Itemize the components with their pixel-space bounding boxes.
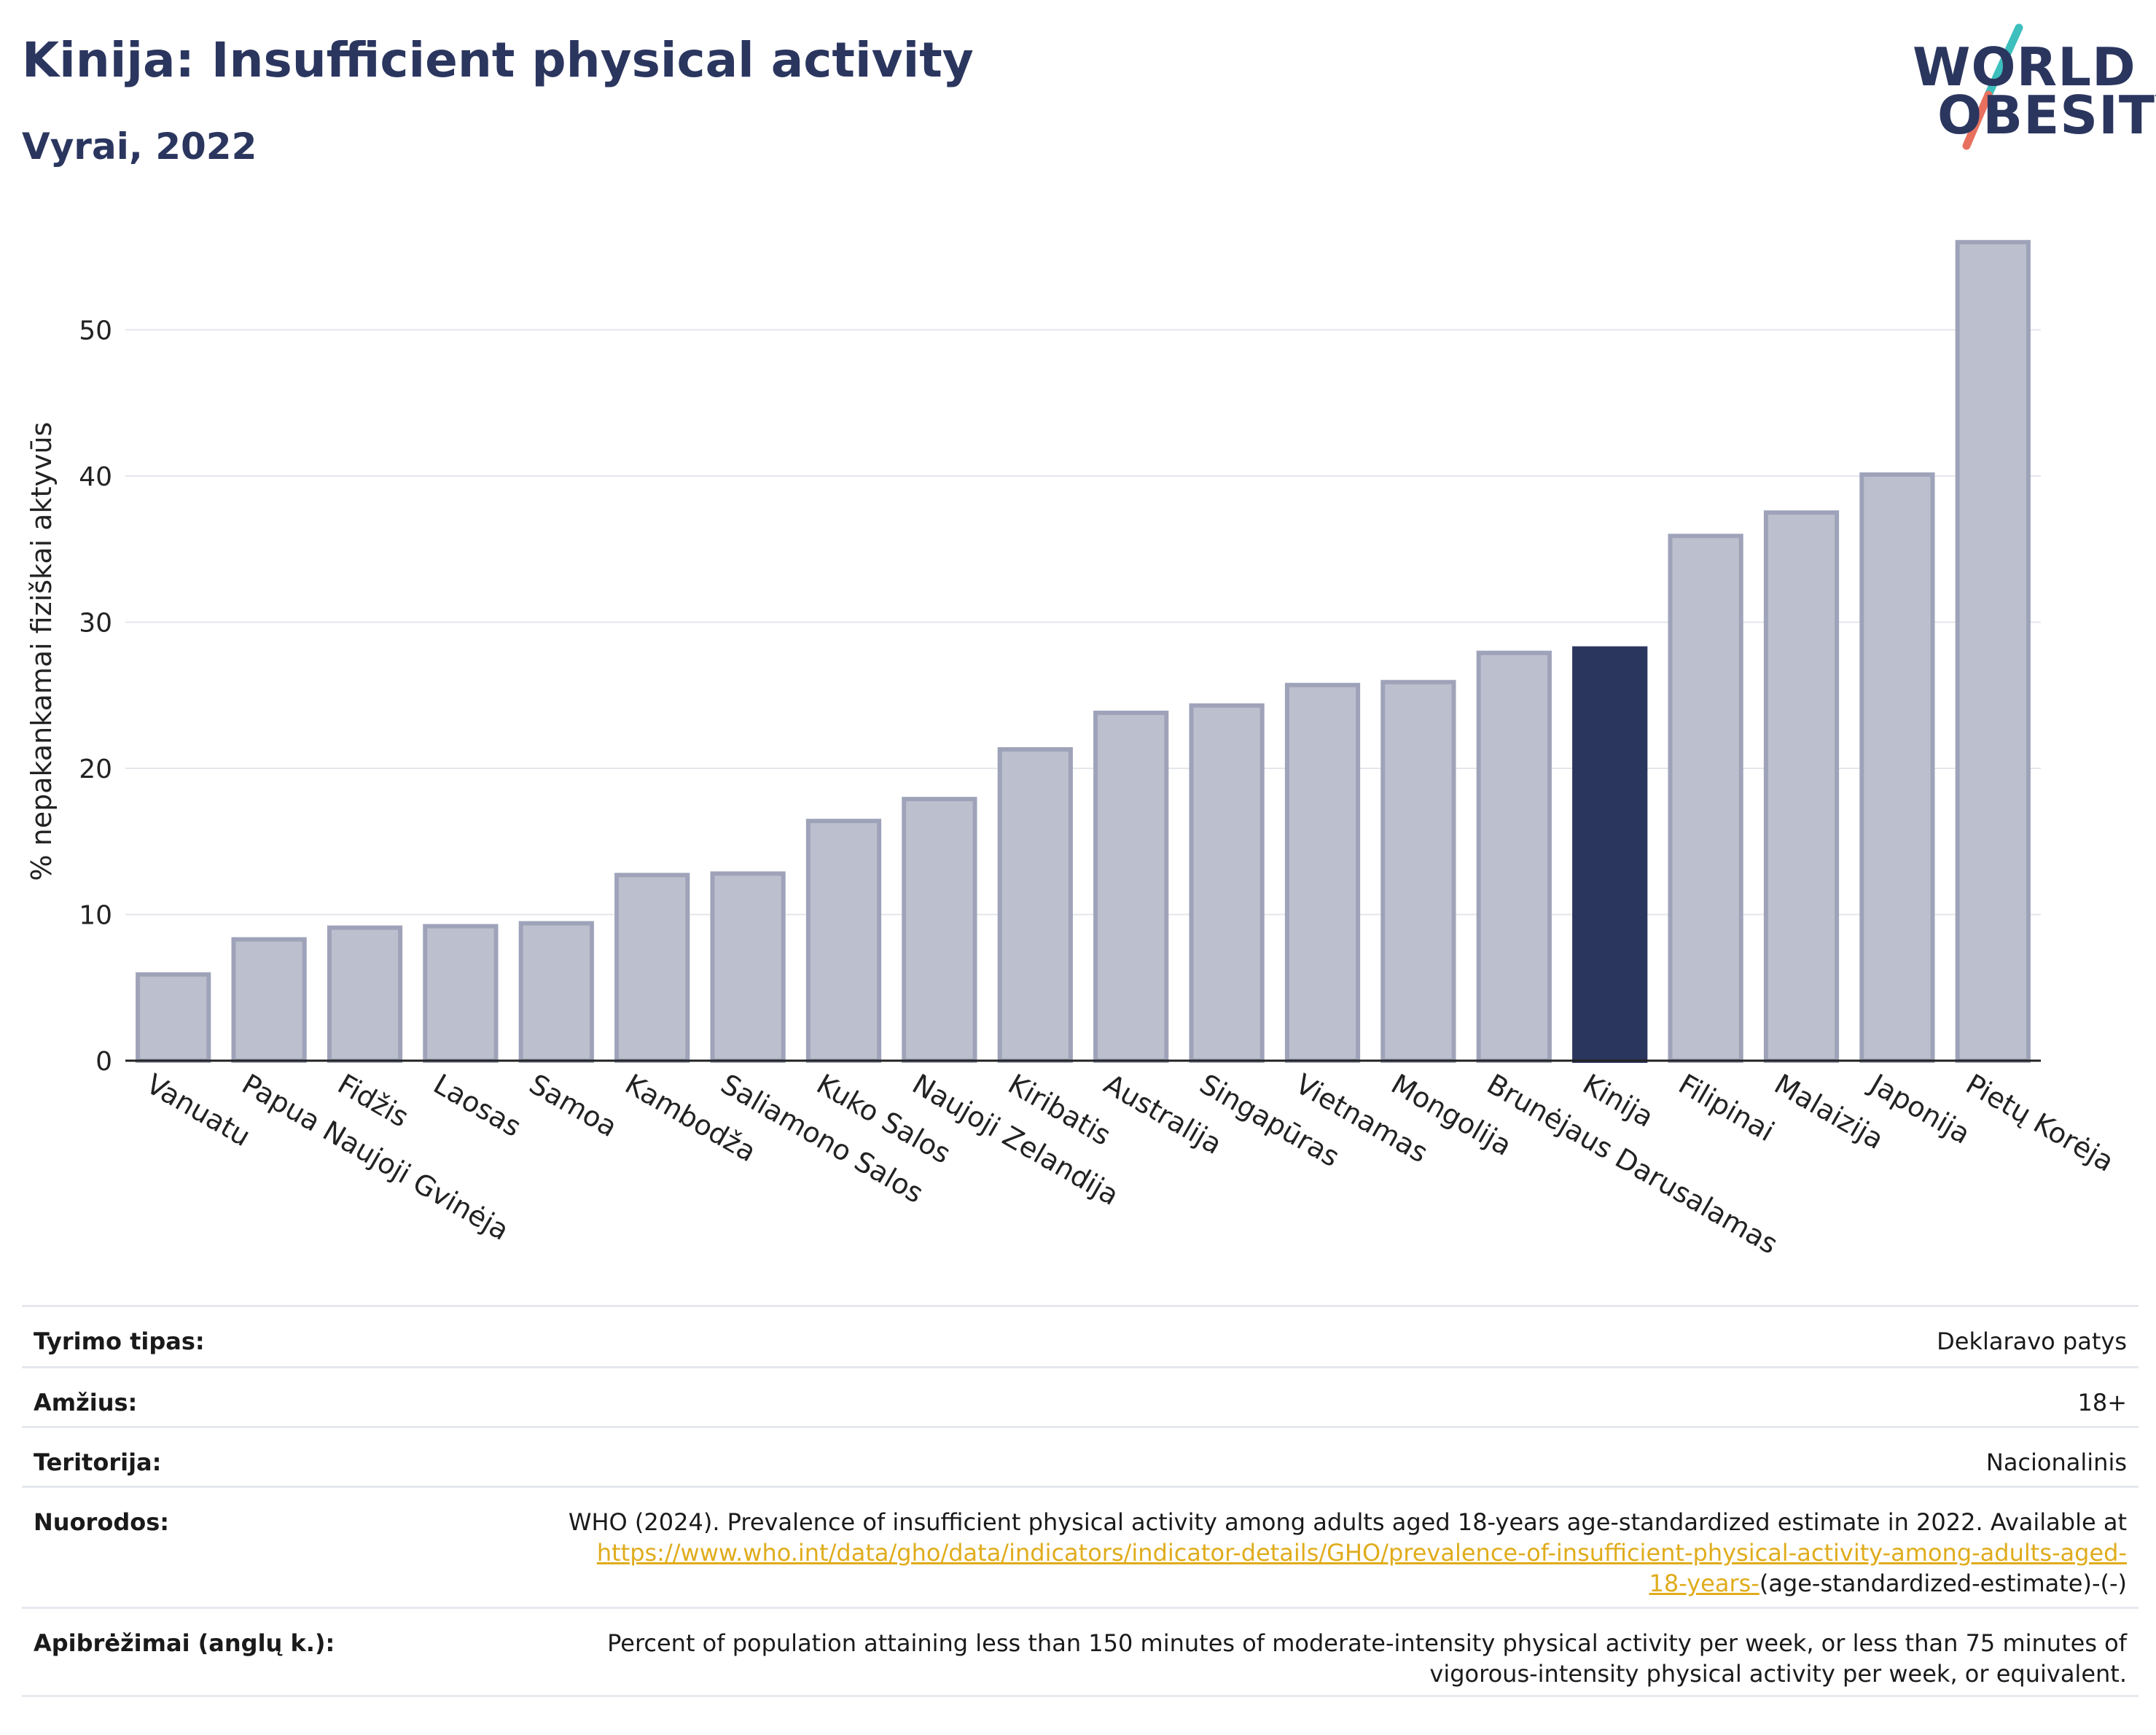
- x-tick-label: Laosas: [428, 1068, 526, 1143]
- bar-chart: 0 10 20 30 40 50 % nepakankamai fiziškai aktyv…: [26, 240, 2120, 1260]
- world-obesity-logo: WORLD OBESITY: [1902, 22, 2156, 153]
- metadata-table: Tyrimo tipas: Deklaravo patys Amžius: 18…: [22, 1305, 2139, 1697]
- meta-key: Teritorija:: [34, 1449, 162, 1476]
- bar-kambodža: [614, 873, 690, 1063]
- y-tick-label: 40: [79, 462, 112, 492]
- bar-saliamono-salos: [710, 871, 786, 1063]
- y-tick-label: 10: [79, 901, 112, 931]
- bar-brunėjaus-darusalamas: [1476, 650, 1552, 1063]
- meta-value: WHO (2024). Prevalence of insufficient p…: [567, 1507, 2127, 1607]
- logo-text-obesity: OBESITY: [1937, 85, 2156, 146]
- meta-row-definitions: Apibrėžimai (anglų k.): Percent of popul…: [22, 1607, 2139, 1697]
- meta-row-age: Amžius: 18+: [22, 1366, 2139, 1426]
- meta-value: Percent of population attaining less tha…: [607, 1629, 2127, 1688]
- y-tick-label: 30: [79, 609, 112, 639]
- chart-title: Kinija: Insufficient physical activity: [22, 32, 974, 88]
- x-tick-label: Vanuatu: [141, 1068, 256, 1153]
- bar-kinija: [1572, 646, 1648, 1063]
- bar-filipinai: [1668, 534, 1743, 1063]
- x-tick-label: Samoa: [524, 1068, 622, 1144]
- reference-tail: (age-standardized-estimate)-(-): [1759, 1570, 2127, 1598]
- bar-kuko-salos: [805, 819, 882, 1063]
- y-tick-label: 20: [79, 755, 112, 784]
- x-tick-label: Pietų Korėja: [1961, 1068, 2120, 1178]
- bar-vietnamas: [1284, 682, 1361, 1063]
- bar-malaizija: [1763, 510, 1840, 1063]
- meta-key: Tyrimo tipas:: [34, 1327, 205, 1355]
- meta-row-survey-type: Tyrimo tipas: Deklaravo patys: [22, 1305, 2139, 1366]
- y-tick-label: 50: [79, 316, 112, 346]
- meta-value: 18+: [2077, 1389, 2127, 1416]
- meta-key: Apibrėžimai (anglų k.):: [34, 1629, 335, 1657]
- meta-row-territory: Teritorija: Nacionalinis: [22, 1426, 2139, 1486]
- bar-fidžis: [327, 925, 403, 1063]
- meta-value: Nacionalinis: [1985, 1449, 2127, 1476]
- reference-text: WHO (2024). Prevalence of insufficient p…: [568, 1508, 2127, 1536]
- x-tick-label: Filipinai: [1673, 1068, 1780, 1148]
- y-tick-label: 0: [95, 1047, 112, 1077]
- meta-key: Amžius:: [34, 1389, 138, 1416]
- logo-slash-icon: [1962, 23, 2023, 150]
- y-axis-label: % nepakankamai fiziškai aktyvūs: [26, 422, 58, 881]
- bar-pietų-korėja: [1955, 240, 2031, 1064]
- chart-subtitle: Vyrai, 2022: [22, 125, 257, 168]
- bar-mongolija: [1380, 679, 1456, 1063]
- bar-vanuatu: [136, 972, 211, 1063]
- meta-value: Deklaravo patys: [1937, 1327, 2127, 1355]
- bar-japonija: [1859, 472, 1935, 1063]
- bar-samoa: [518, 921, 594, 1064]
- bar-papua-naujoji-gvinėja: [231, 937, 307, 1063]
- x-tick-label: Malaizija: [1769, 1068, 1889, 1156]
- reference-link[interactable]: https://www.who.int/data/gho/data/indica…: [596, 1539, 2127, 1598]
- bar-australija: [1093, 710, 1169, 1063]
- meta-key: Nuorodos:: [34, 1508, 170, 1536]
- bar-kiribatis: [997, 746, 1073, 1063]
- bar-naujoji-zelandija: [902, 797, 977, 1063]
- bar-laosas: [423, 924, 499, 1063]
- logo-text-world: WORLD: [1913, 36, 2136, 98]
- meta-row-references: Nuorodos: WHO (2024). Prevalence of insu…: [22, 1486, 2139, 1607]
- bar-singapūras: [1189, 703, 1265, 1063]
